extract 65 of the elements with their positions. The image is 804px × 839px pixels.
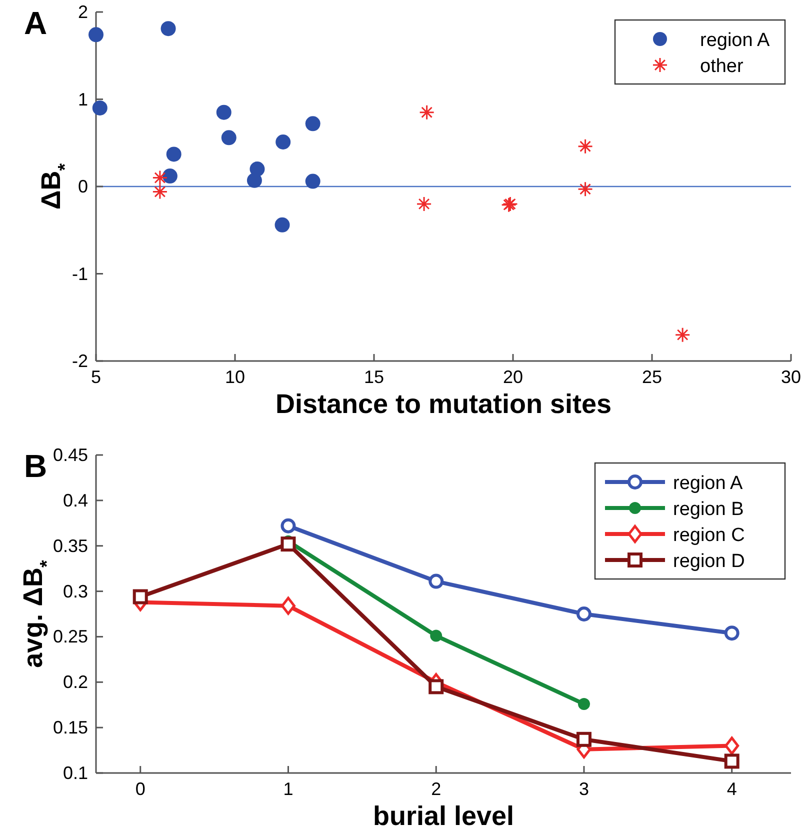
y-tick-label: 0.2 bbox=[62, 672, 88, 692]
y-tick-label: 2 bbox=[78, 2, 88, 22]
point bbox=[578, 138, 594, 154]
point bbox=[250, 162, 265, 177]
x-tick-label: 4 bbox=[726, 779, 737, 799]
point bbox=[221, 130, 236, 146]
x-axis-title: Distance to mutation sites bbox=[275, 389, 612, 419]
x-tick-label: 3 bbox=[578, 779, 589, 799]
point bbox=[88, 27, 104, 42]
legend-label: other bbox=[700, 56, 744, 77]
legend-label: region C bbox=[673, 525, 745, 546]
point bbox=[276, 134, 291, 150]
point bbox=[216, 104, 232, 120]
x-tick-label: 1 bbox=[283, 779, 294, 799]
point bbox=[428, 574, 444, 589]
point bbox=[419, 104, 435, 120]
point bbox=[305, 116, 320, 132]
point bbox=[576, 606, 592, 622]
point bbox=[152, 170, 168, 186]
point bbox=[724, 736, 740, 755]
point bbox=[166, 146, 182, 162]
legend-label: region A bbox=[700, 30, 770, 51]
y-tick-label: 0.15 bbox=[52, 718, 88, 738]
x-tick-label: 0 bbox=[135, 779, 146, 799]
y-tick-label: 0 bbox=[78, 176, 88, 196]
x-tick-label: 10 bbox=[224, 367, 246, 387]
point bbox=[280, 596, 296, 615]
x-axis-title: burial level bbox=[372, 801, 514, 831]
x-tick-label: 5 bbox=[90, 367, 102, 387]
y-tick-label: 0.3 bbox=[62, 581, 88, 602]
point bbox=[162, 168, 178, 184]
point bbox=[92, 100, 108, 116]
y-tick-label: 0.35 bbox=[52, 536, 88, 556]
y-tick-label: 0.1 bbox=[62, 763, 88, 783]
y-tick-label: 0.45 bbox=[52, 445, 88, 465]
x-tick-label: 15 bbox=[364, 367, 384, 387]
y-tick-label: -2 bbox=[72, 351, 88, 371]
legend-label: region D bbox=[673, 551, 745, 572]
point bbox=[274, 217, 290, 232]
point bbox=[576, 732, 592, 747]
point bbox=[280, 536, 296, 552]
point bbox=[428, 679, 444, 694]
point bbox=[416, 196, 432, 212]
x-tick-label: 25 bbox=[642, 367, 662, 387]
point bbox=[724, 754, 740, 769]
text: A bbox=[24, 5, 48, 41]
legend-label: region A bbox=[673, 473, 744, 494]
point bbox=[674, 327, 690, 343]
legend-label: region B bbox=[673, 499, 744, 520]
y-tick-label: 1 bbox=[78, 89, 88, 110]
point bbox=[578, 698, 590, 710]
y-tick-label: 0.4 bbox=[62, 490, 88, 510]
x-tick-label: 2 bbox=[431, 779, 442, 799]
point bbox=[578, 181, 594, 197]
x-tick-label: 30 bbox=[780, 367, 802, 387]
point bbox=[280, 518, 296, 534]
text: B bbox=[24, 448, 48, 484]
point bbox=[152, 184, 168, 200]
x-tick-label: 20 bbox=[502, 367, 524, 387]
point bbox=[724, 626, 740, 641]
y-tick-label: -1 bbox=[72, 264, 88, 284]
point bbox=[160, 21, 176, 36]
point bbox=[132, 589, 148, 604]
point bbox=[305, 174, 320, 189]
point bbox=[430, 630, 442, 642]
